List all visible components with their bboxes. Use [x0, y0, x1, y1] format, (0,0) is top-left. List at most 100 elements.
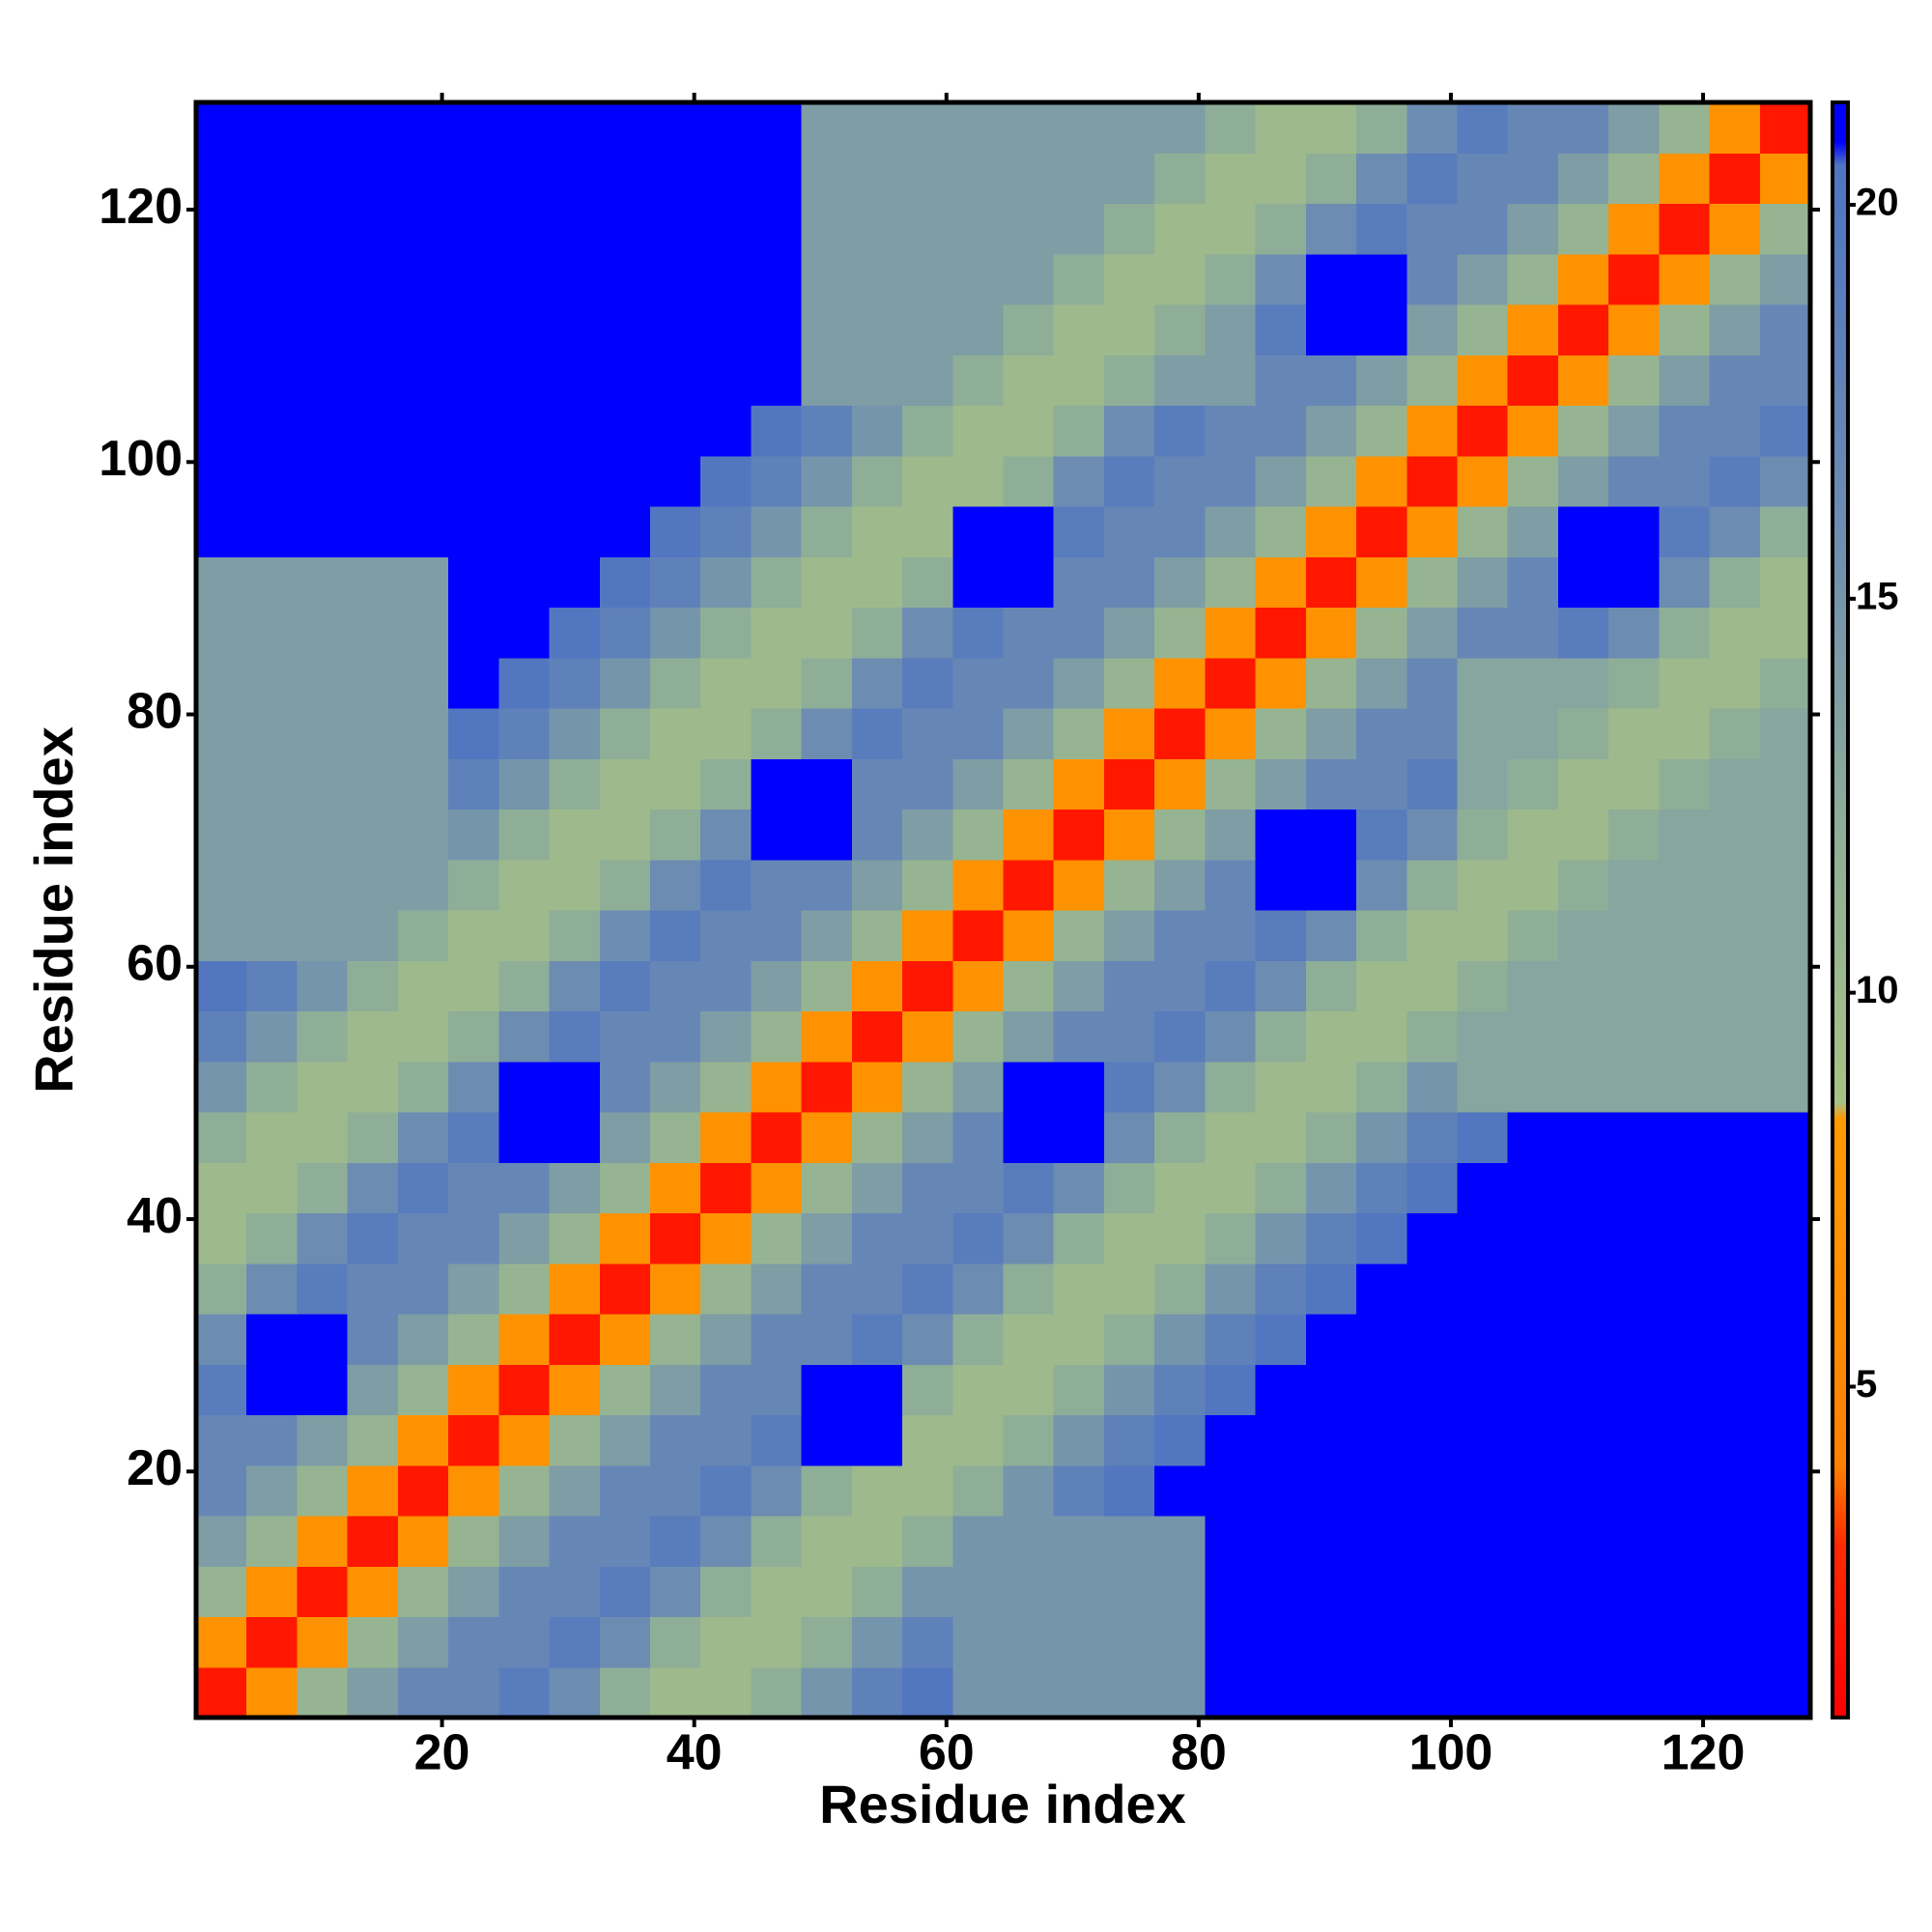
heatmap-cell [1255, 708, 1307, 759]
heatmap-cell [347, 203, 399, 255]
heatmap-cell [1154, 960, 1206, 1012]
heatmap-cell [649, 1314, 701, 1365]
heatmap-cell [649, 708, 701, 759]
heatmap-cell [1154, 1616, 1206, 1668]
heatmap-cell [1659, 1666, 1711, 1719]
heatmap-cell [1154, 1061, 1206, 1113]
heatmap-cell [649, 960, 701, 1012]
heatmap-cell [700, 405, 753, 457]
heatmap-cell [700, 1616, 753, 1668]
heatmap-cell [1709, 1364, 1761, 1416]
heatmap-cell [1053, 1464, 1105, 1517]
heatmap [196, 102, 1811, 1719]
heatmap-cell [1103, 1212, 1155, 1264]
heatmap-cell [1103, 556, 1155, 609]
heatmap-cell [851, 253, 903, 305]
heatmap-cell [1457, 1314, 1509, 1365]
heatmap-cell [1305, 859, 1357, 911]
heatmap-cell [1356, 556, 1407, 609]
heatmap-cell [1557, 355, 1609, 407]
heatmap-cell [1003, 1162, 1055, 1214]
heatmap-cell [1053, 758, 1105, 810]
heatmap-cell [297, 859, 349, 911]
heatmap-cell [1759, 1010, 1811, 1063]
heatmap-cell [347, 758, 399, 810]
heatmap-cell [952, 355, 1005, 407]
heatmap-cell [1457, 960, 1509, 1012]
heatmap-cell [1103, 203, 1155, 255]
heatmap-cell [1205, 1061, 1257, 1113]
heatmap-cell [1557, 1212, 1609, 1264]
heatmap-cell [1457, 758, 1509, 810]
heatmap-cell [397, 253, 449, 305]
heatmap-cell [297, 1616, 349, 1668]
heatmap-cell [1154, 910, 1206, 961]
heatmap-cell [196, 253, 247, 305]
heatmap-cell [1659, 1314, 1711, 1365]
heatmap-cell [1356, 960, 1407, 1012]
heatmap-cell [347, 809, 399, 861]
heatmap-cell [1457, 102, 1509, 154]
heatmap-cell [1759, 657, 1811, 709]
heatmap-cell [1457, 708, 1509, 759]
heatmap-cell [751, 455, 803, 507]
heatmap-cell [649, 1666, 701, 1719]
heatmap-cell [397, 657, 449, 709]
heatmap-cell [1659, 1414, 1711, 1466]
heatmap-cell [196, 910, 247, 961]
heatmap-cell [297, 1212, 349, 1264]
heatmap-cell [801, 1010, 853, 1063]
heatmap-cell [1053, 1364, 1105, 1416]
heatmap-cell [751, 1263, 803, 1315]
heatmap-cell [1608, 1666, 1660, 1719]
heatmap-cell [1709, 153, 1761, 205]
heatmap-cell [448, 708, 499, 759]
heatmap-cell [649, 203, 701, 255]
heatmap-cell [549, 910, 601, 961]
heatmap-cell [1608, 355, 1660, 407]
heatmap-cell [1205, 506, 1257, 557]
heatmap-cell [1759, 1364, 1811, 1416]
heatmap-cell [1255, 1314, 1307, 1365]
heatmap-cell [1709, 1212, 1761, 1264]
heatmap-cell [1608, 1162, 1660, 1214]
heatmap-cell [347, 1212, 399, 1264]
heatmap-cell [347, 1516, 399, 1567]
heatmap-cell [1003, 1414, 1055, 1466]
heatmap-cell [801, 960, 853, 1012]
heatmap-cell [700, 102, 753, 154]
heatmap-cell [1659, 657, 1711, 709]
heatmap-cell [1356, 304, 1407, 355]
heatmap-cell [1457, 859, 1509, 911]
heatmap-cell [1406, 1414, 1459, 1466]
heatmap-cell [1406, 1616, 1459, 1668]
heatmap-cell [952, 1616, 1005, 1668]
heatmap-cell [700, 1464, 753, 1517]
heatmap-cell [952, 708, 1005, 759]
heatmap-cell [649, 455, 701, 507]
heatmap-cell [246, 910, 298, 961]
heatmap-cell [498, 203, 551, 255]
heatmap-cell [1003, 1061, 1055, 1113]
heatmap-cell [902, 1263, 953, 1315]
heatmap-cell [397, 708, 449, 759]
heatmap-cell [1154, 657, 1206, 709]
heatmap-cell [347, 405, 399, 457]
heatmap-cell [1053, 1314, 1105, 1365]
heatmap-cell [297, 607, 349, 659]
heatmap-cell [1557, 1464, 1609, 1517]
heatmap-cell [1608, 304, 1660, 355]
heatmap-cell [801, 1464, 853, 1517]
heatmap-cell [1154, 1212, 1206, 1264]
heatmap-cell [1103, 355, 1155, 407]
heatmap-cell [801, 859, 853, 911]
heatmap-cell [1659, 355, 1711, 407]
heatmap-cell [1205, 960, 1257, 1012]
heatmap-cell [1053, 1162, 1105, 1214]
heatmap-cell [952, 1566, 1005, 1618]
heatmap-cell [448, 607, 499, 659]
heatmap-cell [1154, 203, 1206, 255]
heatmap-cell [1406, 960, 1459, 1012]
heatmap-cell [397, 506, 449, 557]
heatmap-cell [1053, 153, 1105, 205]
